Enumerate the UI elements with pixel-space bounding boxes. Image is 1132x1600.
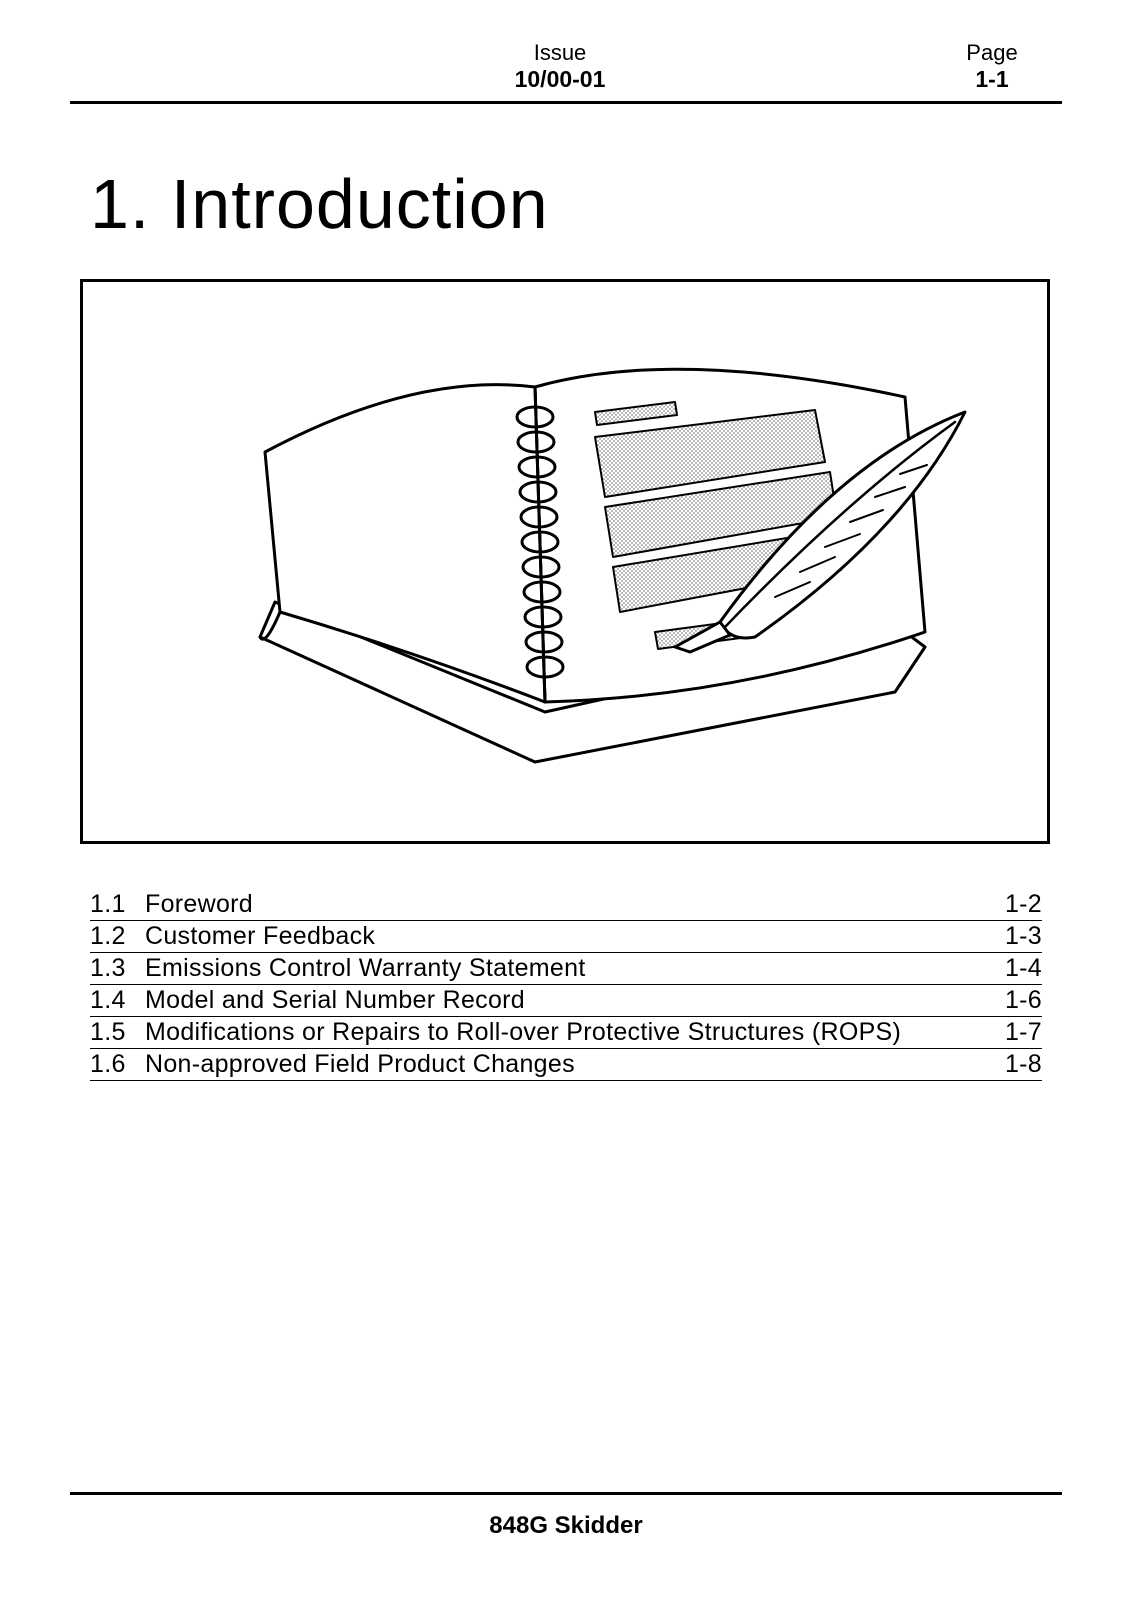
- toc-title: Model and Serial Number Record: [145, 986, 982, 1015]
- issue-value: 10/00-01: [490, 66, 630, 93]
- toc-entry[interactable]: 1.5 Modifications or Repairs to Roll-ove…: [90, 1017, 1042, 1049]
- page-label: Page: [952, 40, 1032, 66]
- toc-num: 1.1: [90, 890, 145, 919]
- table-of-contents: 1.1 Foreword 1-2 1.2 Customer Feedback 1…: [90, 889, 1042, 1081]
- toc-page: 1-4: [982, 954, 1042, 983]
- toc-entry[interactable]: 1.1 Foreword 1-2: [90, 889, 1042, 921]
- toc-entry[interactable]: 1.6 Non-approved Field Product Changes 1…: [90, 1049, 1042, 1081]
- footer-model: 848G Skidder: [0, 1512, 1132, 1540]
- chapter-number: 1.: [90, 165, 150, 243]
- toc-title: Modifications or Repairs to Roll-over Pr…: [145, 1018, 982, 1047]
- footer-rule: [70, 1492, 1062, 1495]
- page-value: 1-1: [952, 66, 1032, 93]
- toc-entry[interactable]: 1.4 Model and Serial Number Record 1-6: [90, 985, 1042, 1017]
- header-rule: [70, 101, 1062, 104]
- toc-page: 1-6: [982, 986, 1042, 1015]
- notebook-quill-illustration: [115, 302, 1015, 822]
- toc-num: 1.4: [90, 986, 145, 1015]
- toc-title: Non-approved Field Product Changes: [145, 1050, 982, 1079]
- toc-page: 1-8: [982, 1050, 1042, 1079]
- page-header: Issue 10/00-01 Page 1-1: [70, 40, 1062, 93]
- issue-column: Issue 10/00-01: [490, 40, 630, 93]
- toc-num: 1.2: [90, 922, 145, 951]
- toc-page: 1-3: [982, 922, 1042, 951]
- page-column: Page 1-1: [952, 40, 1032, 93]
- issue-label: Issue: [490, 40, 630, 66]
- illustration-frame: [80, 279, 1050, 844]
- chapter-name: Introduction: [171, 165, 549, 243]
- toc-title: Emissions Control Warranty Statement: [145, 954, 982, 983]
- toc-num: 1.6: [90, 1050, 145, 1079]
- toc-num: 1.5: [90, 1018, 145, 1047]
- toc-entry[interactable]: 1.2 Customer Feedback 1-3: [90, 921, 1042, 953]
- toc-entry[interactable]: 1.3 Emissions Control Warranty Statement…: [90, 953, 1042, 985]
- toc-page: 1-7: [982, 1018, 1042, 1047]
- toc-title: Foreword: [145, 890, 982, 919]
- toc-title: Customer Feedback: [145, 922, 982, 951]
- toc-num: 1.3: [90, 954, 145, 983]
- chapter-title: 1. Introduction: [90, 164, 1062, 244]
- toc-page: 1-2: [982, 890, 1042, 919]
